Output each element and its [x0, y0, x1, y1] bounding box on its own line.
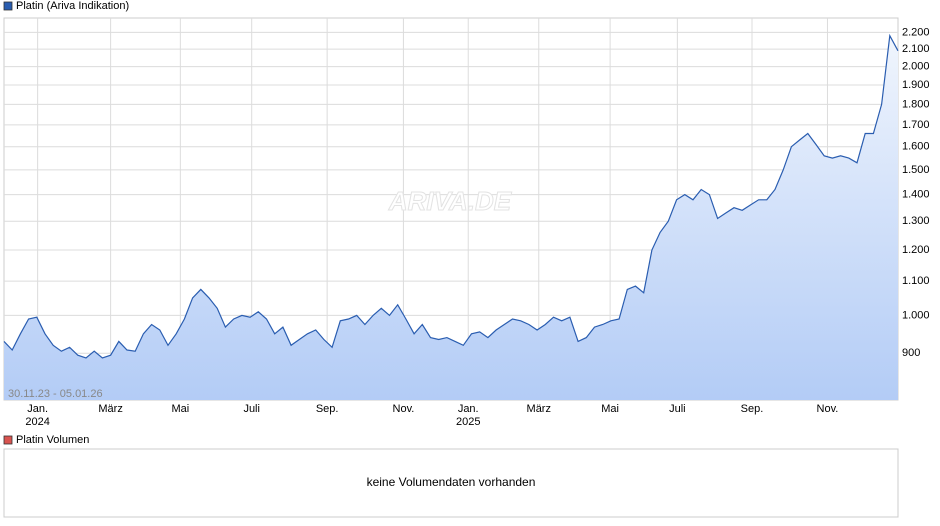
x-year-label: 2024 — [25, 416, 49, 428]
y-tick-label: 2.200 — [902, 26, 930, 38]
y-tick-label: 1.500 — [902, 164, 930, 176]
x-tick-label: Sep. — [741, 403, 764, 415]
legend-swatch — [3, 435, 13, 445]
x-tick-label: März — [527, 403, 551, 415]
x-tick-label: Nov. — [817, 403, 839, 415]
y-tick-label: 1.400 — [902, 189, 930, 201]
x-tick-label: Juli — [669, 403, 686, 415]
x-year-label: 2025 — [456, 416, 480, 428]
y-tick-label: 1.600 — [902, 141, 930, 153]
y-tick-label: 1.700 — [902, 119, 930, 131]
x-tick-label: Nov. — [393, 403, 415, 415]
watermark: ARIVA.DE — [388, 186, 512, 216]
x-tick-label: Sep. — [316, 403, 339, 415]
legend-swatch — [3, 1, 13, 11]
x-tick-label: Mai — [601, 403, 619, 415]
no-data-message: keine Volumendaten vorhanden — [367, 475, 536, 489]
y-tick-label: 1.800 — [902, 98, 930, 110]
y-tick-label: 1.000 — [902, 309, 930, 321]
x-tick-label: Juli — [243, 403, 260, 415]
y-tick-label: 1.300 — [902, 215, 930, 227]
y-tick-label: 1.200 — [902, 244, 930, 256]
x-tick-label: Mai — [171, 403, 189, 415]
x-tick-label: März — [98, 403, 122, 415]
x-tick-label: Jan. — [458, 403, 479, 415]
area — [4, 35, 898, 400]
date-range: 30.11.23 - 05.01.26 — [8, 388, 103, 400]
y-tick-label: 900 — [902, 347, 920, 359]
line — [3, 33, 899, 359]
volume-panel — [3, 448, 899, 518]
panel-title: Platin Volumen — [16, 434, 89, 446]
y-tick-label: 2.100 — [902, 43, 930, 55]
chart-title: Platin (Ariva Indikation) — [16, 0, 129, 12]
y-tick-label: 2.000 — [902, 61, 930, 73]
y-tick-label: 1.100 — [902, 275, 930, 287]
y-tick-label: 1.900 — [902, 79, 930, 91]
x-tick-label: Jan. — [27, 403, 48, 415]
